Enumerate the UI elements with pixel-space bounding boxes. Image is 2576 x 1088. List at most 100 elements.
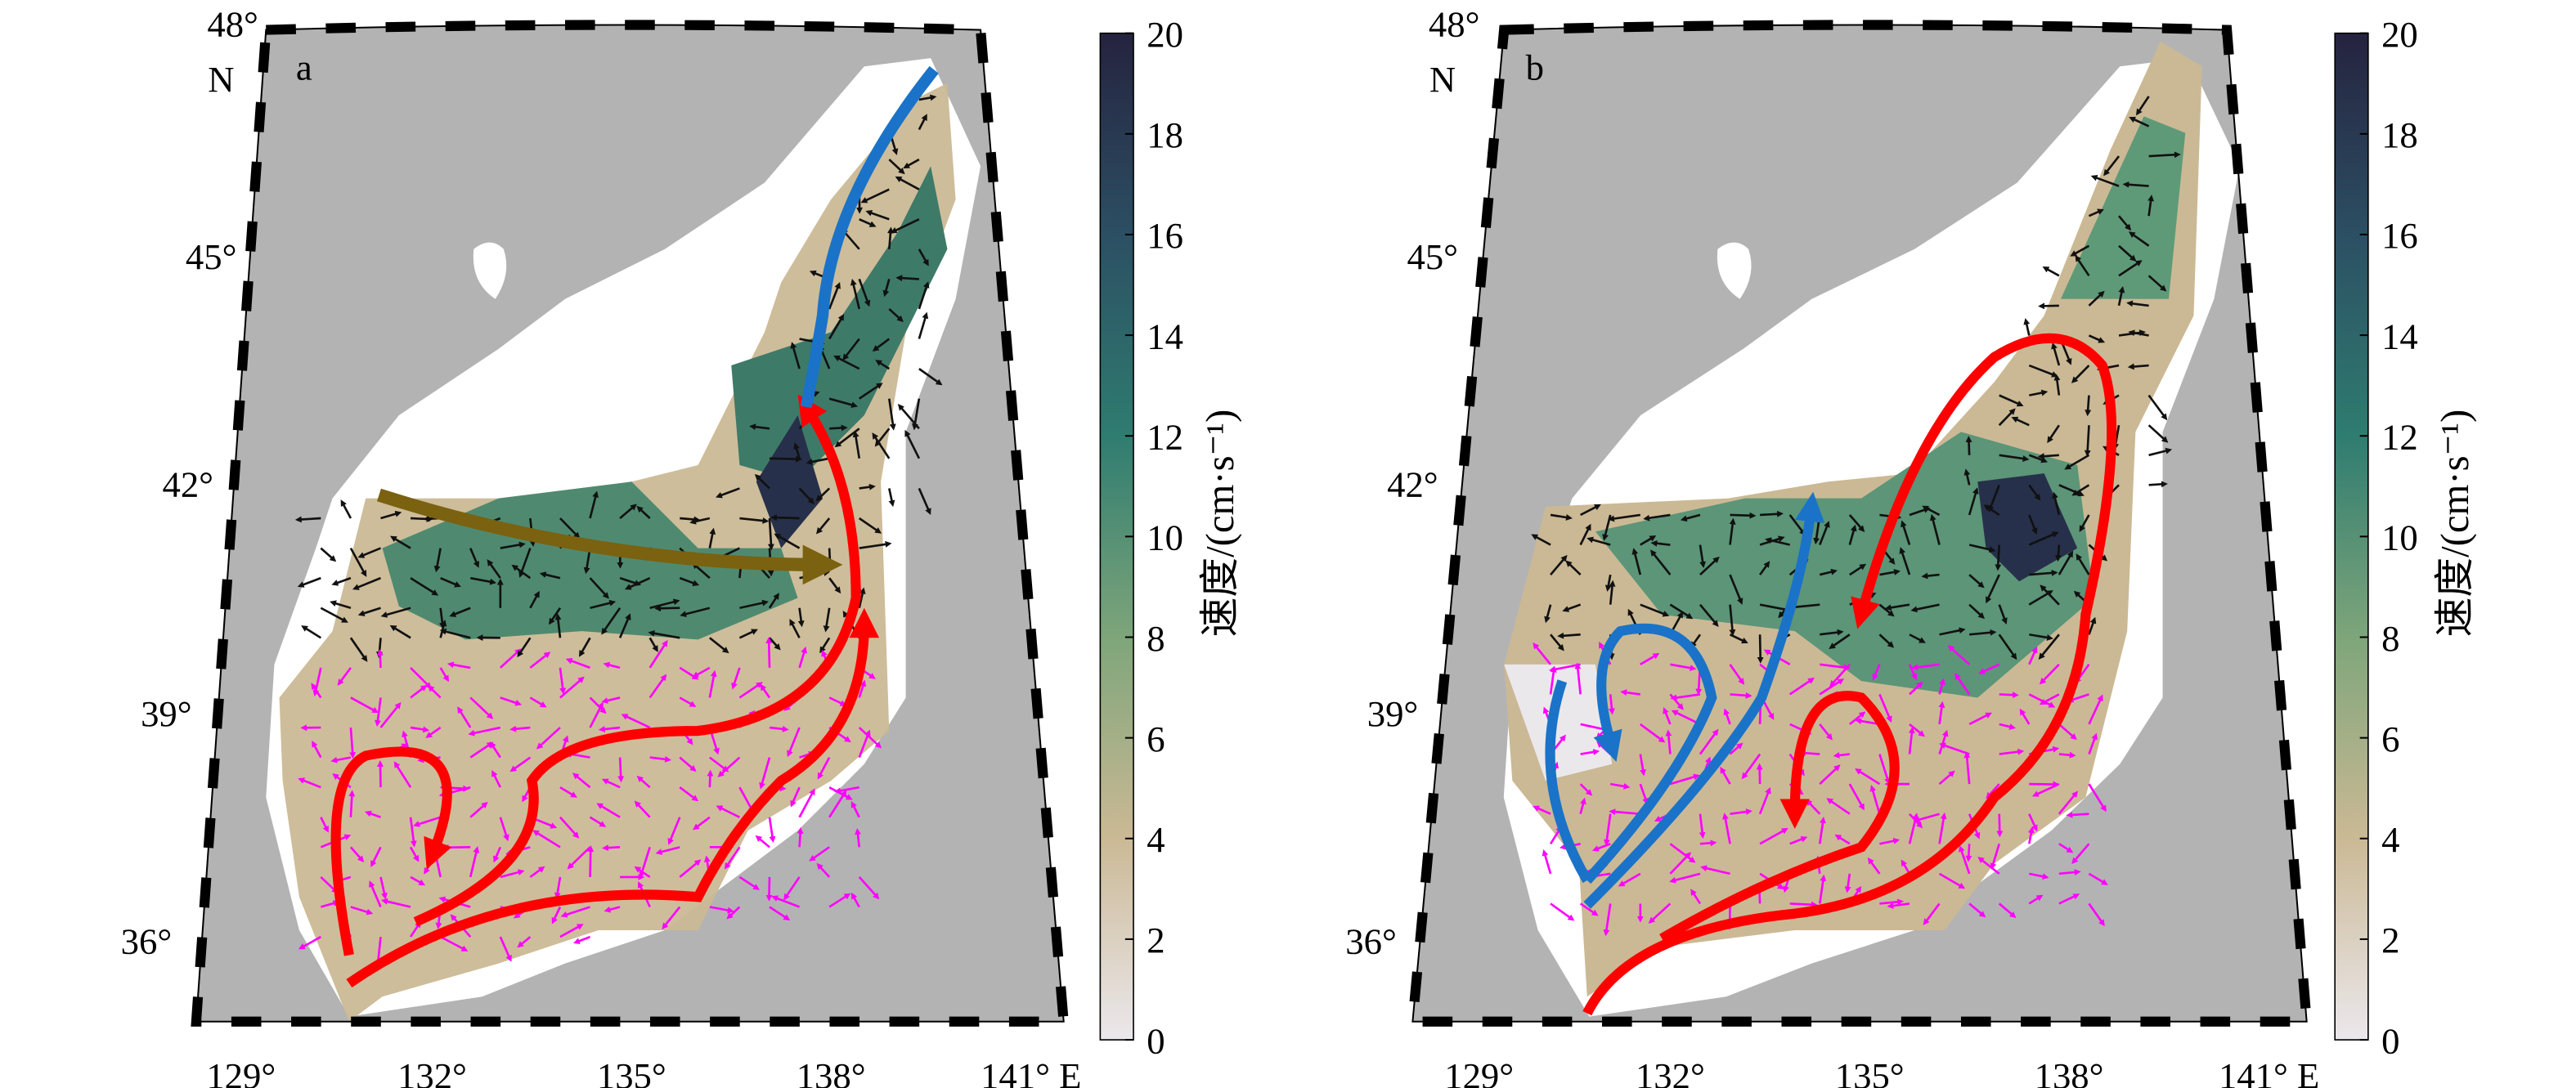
- velocity-arrow: [1818, 874, 1827, 904]
- velocity-arrow: [1867, 857, 1881, 875]
- velocity-arrow: [517, 936, 532, 948]
- velocity-arrow: [603, 661, 621, 669]
- velocity-arrow: [872, 432, 891, 459]
- velocity-arrow: [529, 696, 547, 708]
- colorbars: 0 2 4 6 8 10 12 14 16 18 20 速度/(cm·s⁻¹) 0 2 4 6 8 10 12 14 1…: [1099, 14, 2477, 1061]
- velocity-arrow: [2118, 260, 2143, 277]
- velocity-arrow: [551, 906, 562, 925]
- velocity-arrow: [357, 607, 381, 617]
- velocity-arrow: [297, 576, 321, 588]
- velocity-arrow: [410, 726, 430, 733]
- velocity-arrow: [738, 629, 758, 639]
- velocity-arrow: [904, 429, 921, 459]
- velocity-arrow: [1788, 678, 1815, 696]
- velocity-arrow: [1640, 652, 1660, 665]
- velocity-arrow: [1911, 663, 1940, 671]
- velocity-arrow: [1849, 563, 1867, 576]
- velocity-arrow: [1723, 708, 1731, 725]
- velocity-arrow: [859, 218, 877, 227]
- velocity-arrow: [2126, 300, 2149, 307]
- velocity-arrow: [320, 607, 348, 623]
- velocity-arrow: [793, 442, 801, 459]
- velocity-arrow: [918, 311, 929, 339]
- longitude-label: 132°: [1636, 1055, 1705, 1088]
- longitude-label: 129°: [206, 1055, 276, 1088]
- map-a: [195, 25, 1064, 1022]
- velocity-arrow: [1910, 603, 1940, 613]
- velocity-arrow: [1765, 537, 1790, 546]
- velocity-arrow: [2088, 208, 2104, 217]
- latitude-label: 39°: [1367, 693, 1419, 734]
- velocity-arrow: [2040, 584, 2060, 606]
- velocity-arrow: [587, 844, 595, 877]
- colorbar-tick-label: 0: [2381, 1020, 2399, 1061]
- velocity-arrow: [1533, 642, 1552, 665]
- velocity-arrow: [469, 548, 480, 568]
- longitude-label: 138°: [2035, 1055, 2104, 1088]
- velocity-arrow: [2054, 544, 2062, 562]
- velocity-arrow: [1580, 504, 1601, 517]
- velocity-arrow: [1995, 544, 2002, 571]
- velocity-arrow: [797, 607, 805, 628]
- velocity-arrow: [1921, 572, 1940, 580]
- colorbar-tick-label: 12: [1147, 416, 1183, 457]
- velocity-arrow: [2118, 244, 2137, 262]
- velocity-arrow: [349, 547, 367, 577]
- colorbar-tick-label: 2: [1147, 920, 1165, 960]
- velocity-arrow: [755, 835, 770, 848]
- velocity-arrow: [370, 846, 382, 867]
- colorbar-tick-label: 20: [2381, 14, 2418, 55]
- velocity-arrow: [2029, 872, 2049, 880]
- velocity-arrow: [499, 648, 522, 669]
- velocity-arrow: [1730, 808, 1752, 816]
- velocity-arrow: [888, 307, 904, 323]
- velocity-arrow: [1699, 840, 1717, 847]
- velocity-arrow: [709, 756, 729, 772]
- velocity-arrow: [887, 398, 896, 431]
- velocity-arrow: [469, 576, 497, 585]
- velocity-arrow: [708, 527, 716, 548]
- longitude-label: 135°: [597, 1055, 666, 1088]
- velocity-arrow: [379, 701, 402, 728]
- velocity-arrow: [823, 607, 831, 633]
- colorbar-tick-label: 16: [2381, 215, 2418, 256]
- velocity-arrow: [2029, 633, 2053, 641]
- velocity-arrow: [413, 816, 442, 827]
- velocity-arrow: [1639, 754, 1646, 777]
- velocity-arrow: [349, 846, 365, 863]
- velocity-arrow: [1603, 903, 1612, 937]
- colorbar-tick-label: 4: [2381, 819, 2399, 860]
- velocity-arrow: [2037, 453, 2059, 460]
- velocity-arrow: [529, 866, 545, 878]
- velocity-arrow: [376, 649, 384, 668]
- latitude-label: 42°: [162, 464, 213, 505]
- velocity-arrow: [1977, 857, 2000, 875]
- velocity-arrow: [601, 778, 621, 789]
- velocity-arrow: [559, 517, 581, 540]
- velocity-arrow: [567, 846, 591, 870]
- velocity-arrow: [679, 696, 697, 707]
- velocity-arrow: [2042, 266, 2060, 277]
- velocity-arrow: [739, 599, 770, 610]
- velocity-arrow: [895, 275, 919, 282]
- velocity-arrow: [559, 786, 577, 798]
- velocity-arrow: [1680, 513, 1701, 522]
- velocity-arrow: [1758, 786, 1771, 815]
- velocity-arrow: [858, 517, 882, 534]
- velocity-arrow: [1608, 513, 1640, 522]
- velocity-arrow: [409, 817, 417, 848]
- velocity-arrow: [738, 786, 754, 814]
- velocity-arrow: [1909, 723, 1925, 737]
- velocity-arrow: [449, 607, 471, 617]
- velocity-arrow: [654, 605, 680, 612]
- velocity-arrow: [410, 684, 428, 699]
- velocity-arrow: [2028, 894, 2044, 905]
- panel-label: a: [296, 47, 312, 88]
- velocity-arrow: [618, 613, 631, 638]
- velocity-arrow: [1829, 663, 1851, 687]
- velocity-arrow: [2058, 723, 2077, 741]
- velocity-arrow: [1549, 665, 1557, 695]
- map-frame: [195, 24, 1065, 1023]
- velocity-arrow: [554, 876, 562, 899]
- velocity-arrow: [1649, 549, 1672, 575]
